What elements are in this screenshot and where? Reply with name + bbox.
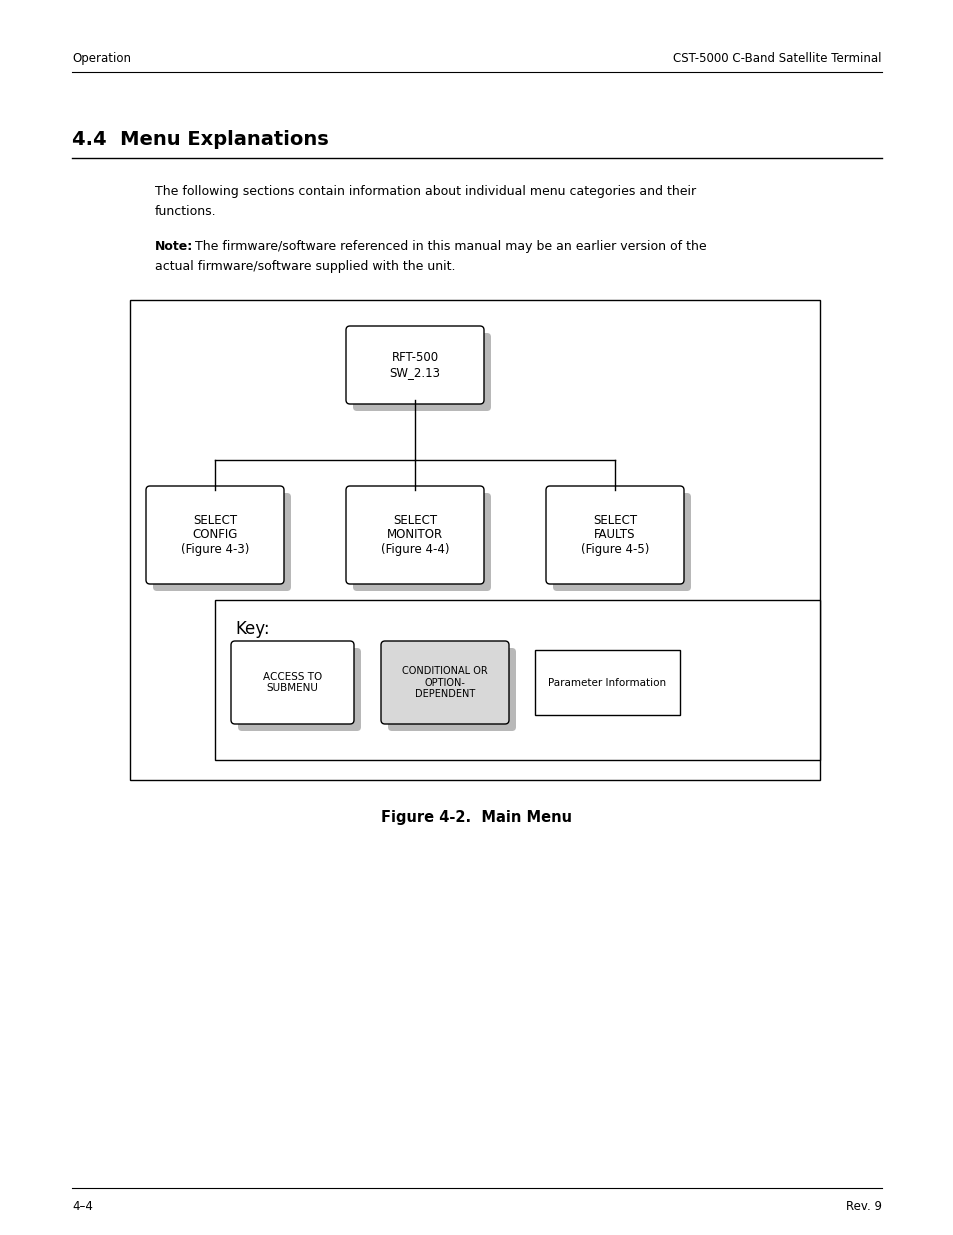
Text: SELECT
CONFIG
(Figure 4-3): SELECT CONFIG (Figure 4-3)	[181, 514, 249, 557]
Bar	[130, 300, 820, 781]
Text: The following sections contain information about individual menu categories and : The following sections contain informati…	[154, 185, 696, 198]
FancyBboxPatch shape	[353, 493, 491, 592]
Bar	[214, 600, 820, 760]
FancyBboxPatch shape	[237, 648, 360, 731]
Text: Figure 4-2.  Main Menu: Figure 4-2. Main Menu	[381, 810, 572, 825]
Text: SELECT
MONITOR
(Figure 4-4): SELECT MONITOR (Figure 4-4)	[380, 514, 449, 557]
Text: The firmware/software referenced in this manual may be an earlier version of the: The firmware/software referenced in this…	[191, 240, 706, 253]
Bar	[535, 650, 679, 715]
FancyBboxPatch shape	[353, 333, 491, 411]
Text: actual firmware/software supplied with the unit.: actual firmware/software supplied with t…	[154, 261, 455, 273]
FancyBboxPatch shape	[146, 487, 284, 584]
FancyBboxPatch shape	[231, 641, 354, 724]
FancyBboxPatch shape	[545, 487, 683, 584]
Text: Key:: Key:	[234, 620, 270, 638]
Text: Note:: Note:	[154, 240, 193, 253]
Text: functions.: functions.	[154, 205, 216, 219]
Text: Operation: Operation	[71, 52, 131, 65]
FancyBboxPatch shape	[553, 493, 690, 592]
Text: Parameter Information: Parameter Information	[548, 678, 666, 688]
Text: ACCESS TO
SUBMENU: ACCESS TO SUBMENU	[263, 672, 322, 693]
Text: 4.4  Menu Explanations: 4.4 Menu Explanations	[71, 130, 329, 149]
FancyBboxPatch shape	[388, 648, 516, 731]
FancyBboxPatch shape	[346, 487, 483, 584]
Text: CONDITIONAL OR
OPTION-
DEPENDENT: CONDITIONAL OR OPTION- DEPENDENT	[402, 666, 487, 699]
Text: Rev. 9: Rev. 9	[845, 1200, 882, 1213]
Text: RFT-500
SW_2.13: RFT-500 SW_2.13	[389, 351, 440, 379]
FancyBboxPatch shape	[380, 641, 509, 724]
Text: CST-5000 C-Band Satellite Terminal: CST-5000 C-Band Satellite Terminal	[673, 52, 882, 65]
Text: 4–4: 4–4	[71, 1200, 92, 1213]
FancyBboxPatch shape	[346, 326, 483, 404]
FancyBboxPatch shape	[152, 493, 291, 592]
Text: SELECT
FAULTS
(Figure 4-5): SELECT FAULTS (Figure 4-5)	[580, 514, 648, 557]
